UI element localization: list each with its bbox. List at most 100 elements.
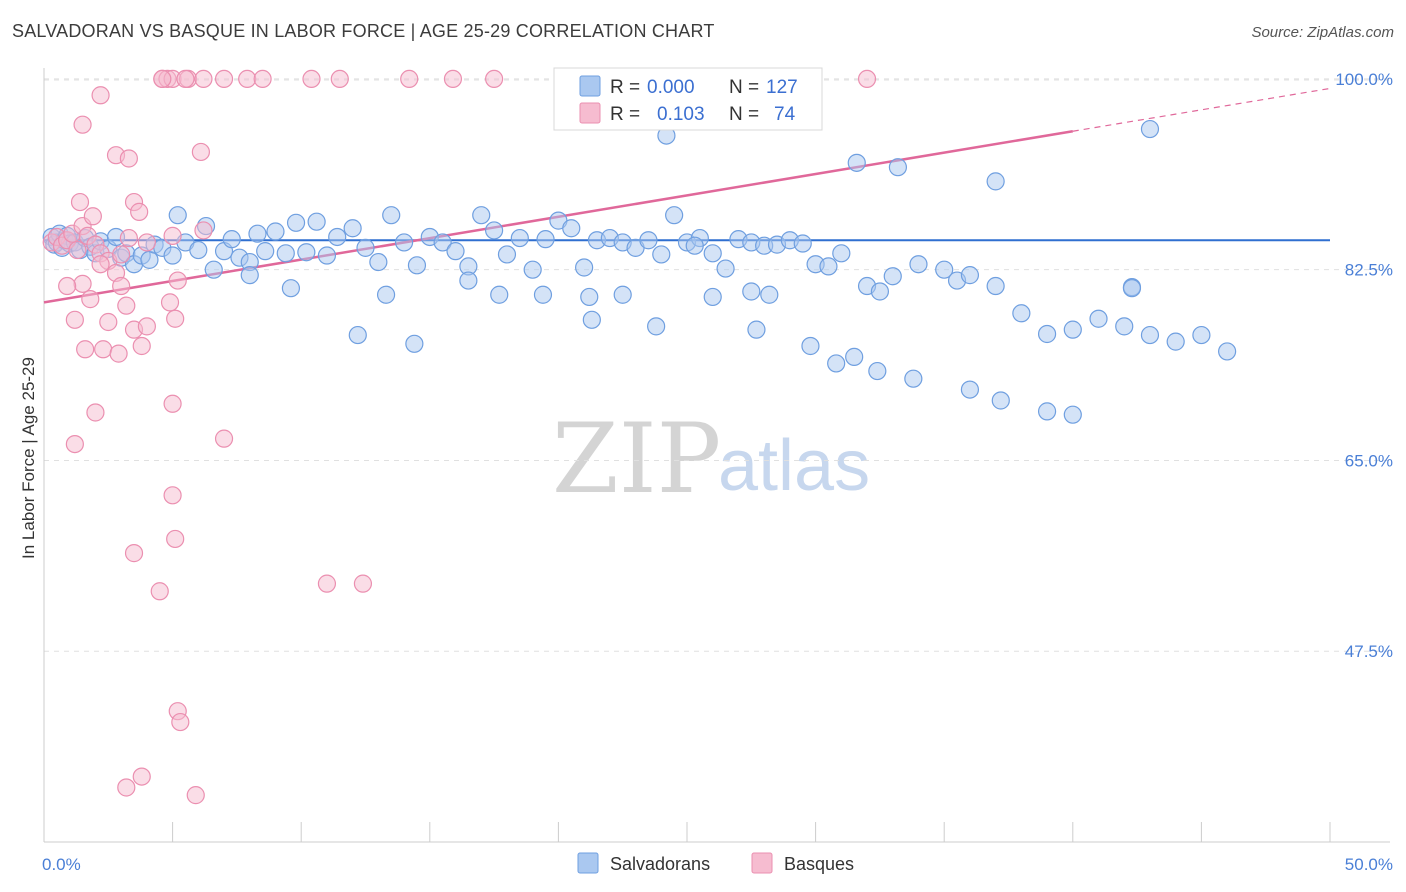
basque-point xyxy=(83,207,102,226)
x-tick-label: 0.0% xyxy=(42,855,81,874)
salvadoran-point xyxy=(485,221,504,240)
salvadoran-point xyxy=(536,230,555,249)
salvadoran-point xyxy=(760,285,779,304)
salvadoran-point xyxy=(1122,279,1142,298)
basque-point xyxy=(400,69,419,89)
basque-point xyxy=(214,69,234,89)
basque-point xyxy=(163,486,182,505)
y-tick-label: 82.5% xyxy=(1345,261,1393,280)
salvadoran-point xyxy=(1115,317,1134,336)
basque-point xyxy=(485,69,504,89)
salvadoran-point xyxy=(394,233,414,252)
salvadoran-point xyxy=(204,260,223,279)
y-tick-label: 65.0% xyxy=(1345,451,1393,470)
basque-point xyxy=(65,310,84,329)
salvadoran-point xyxy=(490,285,509,304)
salvadoran-point xyxy=(832,244,851,263)
salvadoran-point xyxy=(168,206,187,225)
salvadoran-point xyxy=(747,320,766,339)
data-points xyxy=(42,69,1237,805)
basque-point xyxy=(119,228,138,248)
salvadoran-point xyxy=(639,231,658,250)
salvadoran-point xyxy=(575,258,594,277)
basque-point xyxy=(65,434,84,454)
basque-point xyxy=(112,245,131,264)
salvadoran-point xyxy=(986,172,1005,191)
bottom-legend: Salvadorans Basques xyxy=(577,852,854,874)
salvadoran-point xyxy=(523,260,542,279)
salvadoran-point xyxy=(870,282,890,301)
salvadoran-point xyxy=(276,244,295,263)
basque-point xyxy=(317,574,337,593)
basque-point xyxy=(119,149,138,168)
salvadoran-point xyxy=(562,219,581,238)
salvadoran-point xyxy=(845,347,864,366)
basque-point xyxy=(160,293,180,312)
salvadoran-point xyxy=(904,369,923,388)
salvadoran-point xyxy=(685,236,704,255)
salvadoran-point xyxy=(1192,325,1211,345)
basque-point xyxy=(91,255,110,274)
salvadoran-point xyxy=(742,282,761,301)
basque-point xyxy=(70,192,90,212)
basque-point xyxy=(73,115,92,134)
salvadoran-point xyxy=(986,276,1005,296)
bottom-legend-swatch-salvadorans xyxy=(577,852,599,874)
source-label: Source: ZipAtlas.com xyxy=(1251,24,1394,41)
salvadoran-point xyxy=(652,245,671,264)
legend-r-label: R = xyxy=(610,104,640,125)
salvadoran-point xyxy=(140,250,159,269)
basque-point xyxy=(68,240,87,260)
salvadoran-point xyxy=(248,224,267,243)
legend-swatch-salvadorans xyxy=(579,75,601,97)
salvadoran-point xyxy=(613,285,632,304)
basque-point xyxy=(130,202,149,221)
salvadoran-point xyxy=(960,380,980,399)
y-axis-label: In Labor Force | Age 25-29 xyxy=(19,357,38,559)
salvadoran-point xyxy=(1037,324,1057,344)
basque-point xyxy=(86,403,105,422)
salvadoran-point xyxy=(307,212,326,231)
salvadoran-point xyxy=(960,266,980,285)
basque-point xyxy=(76,340,95,359)
legend: R = 0.000 N = 127 R = 0.103 N = 74 xyxy=(553,67,823,131)
basque-point xyxy=(214,429,234,448)
salvadoran-point xyxy=(286,213,306,232)
basque-point xyxy=(81,290,100,309)
salvadoran-point xyxy=(472,206,491,225)
salvadoran-point xyxy=(297,243,316,262)
salvadoran-point xyxy=(348,325,367,345)
salvadoran-point xyxy=(369,252,388,272)
salvadoran-point xyxy=(266,222,285,241)
salvadoran-point xyxy=(459,271,478,290)
salvadoran-point xyxy=(328,227,347,247)
basque-point xyxy=(153,69,172,89)
watermark-atlas: atlas xyxy=(718,426,870,506)
axes xyxy=(43,68,1390,843)
basque-point xyxy=(91,86,110,105)
basque-point xyxy=(163,226,182,245)
basque-point xyxy=(353,574,373,593)
salvadoran-point xyxy=(582,310,601,329)
salvadoran-point xyxy=(163,246,182,265)
basque-point xyxy=(330,69,349,89)
basque-point xyxy=(302,69,321,89)
basque-point xyxy=(109,344,128,363)
salvadoran-point xyxy=(356,238,375,257)
basque-point xyxy=(163,394,182,413)
salvadoran-point xyxy=(716,259,735,278)
basque-point xyxy=(253,69,272,89)
basque-point xyxy=(238,69,257,89)
basque-point xyxy=(166,309,185,328)
legend-r-label: R = xyxy=(610,77,640,98)
legend-r-value: 0.000 xyxy=(647,77,695,98)
basque-point xyxy=(443,69,463,89)
salvadoran-point xyxy=(1037,402,1057,421)
bottom-legend-basques: Basques xyxy=(784,854,854,874)
salvadoran-point xyxy=(240,266,259,285)
salvadoran-point xyxy=(1140,119,1160,139)
salvadoran-point xyxy=(793,234,812,253)
basque-point xyxy=(117,296,136,315)
basque-trend-extension xyxy=(1072,87,1331,132)
salvadoran-point xyxy=(909,255,928,274)
